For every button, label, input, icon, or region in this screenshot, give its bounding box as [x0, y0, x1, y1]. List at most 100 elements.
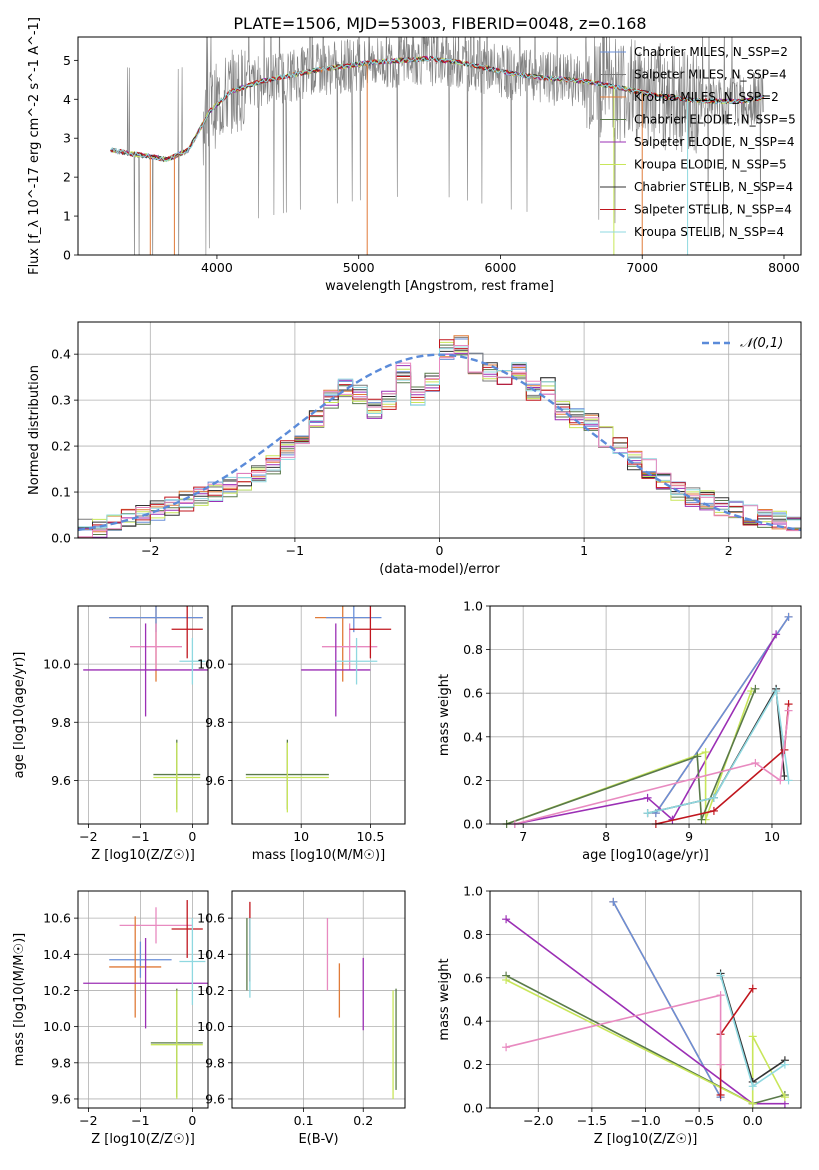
x-axis-label: Z [log10(Z/Z☉)]	[91, 1132, 195, 1147]
model-spectrum-line	[110, 56, 764, 162]
x-tick-label: 0.0	[743, 1113, 763, 1128]
legend-label: Chabrier ELODIE, N_SSP=5	[634, 113, 796, 127]
x-tick-label: −0.5	[684, 1113, 714, 1128]
mass-weight-plot-area	[502, 897, 789, 1108]
y-tick-label: 0.3	[51, 393, 71, 408]
histogram-step-line	[78, 345, 801, 538]
mass-weight-line	[506, 688, 757, 825]
y-tick-label: 0	[63, 248, 71, 263]
y-tick-label: 0.2	[463, 773, 483, 788]
x-tick-label: 0	[188, 829, 196, 844]
x-axis-label: wavelength [Angstrom, rest frame]	[325, 279, 554, 294]
y-tick-label: 0.4	[51, 347, 71, 362]
y-tick-label: 10.0	[43, 657, 71, 672]
x-axis-label: (data-model)/error	[379, 562, 500, 577]
mass-weight-line	[514, 710, 790, 825]
spectrum-panel: 4000 5000 6000 7000 8000 0 1 2 3 4 5 wavelength [An…	[27, 17, 802, 294]
y-axis-label: mass weight	[437, 674, 452, 756]
x-tick-label: 0	[188, 1113, 196, 1128]
axes-frame	[77, 321, 802, 539]
legend-label: Salpeter MILES, N_SSP=4	[634, 68, 787, 82]
y-tick-label: 0.6	[463, 970, 483, 985]
y-tick-label: 0.0	[463, 1101, 483, 1116]
x-tick-label: 7000	[626, 260, 658, 275]
x-axis-label: mass [log10(M/M☉)]	[252, 848, 385, 863]
normal-curve	[78, 353, 801, 532]
y-tick-label: 9.8	[51, 1055, 71, 1070]
y-tick-label: 10.4	[43, 947, 71, 962]
legend-label: Kroupa MILES, N_SSP=2	[634, 90, 779, 104]
y-axis-label: mass [log10(M/M☉)]	[12, 933, 27, 1066]
y-tick-label: 9.8	[51, 715, 71, 730]
x-tick-label: 10	[764, 829, 780, 844]
mass-weight-line	[514, 633, 777, 825]
y-tick-label: 1.0	[463, 599, 483, 614]
x-tick-label: 1	[580, 543, 588, 558]
legend-label: Kroupa ELODIE, N_SSP=5	[634, 158, 787, 172]
x-tick-label: −1.5	[577, 1113, 607, 1128]
y-tick-label: 9.8	[205, 715, 225, 730]
figure-title: PLATE=1506, MJD=53003, FIBERID=0048, z=0…	[233, 14, 646, 33]
axes-frame	[77, 36, 802, 256]
errorbar-plot-area	[83, 900, 208, 1099]
x-axis-label: Z [log10(Z/Z☉)]	[594, 1132, 698, 1147]
mass-weight-line	[612, 901, 722, 1098]
y-tick-label: 9.6	[205, 1091, 225, 1106]
y-tick-label: 0.2	[51, 439, 71, 454]
errorbar-plot-area	[245, 606, 392, 813]
mass-weight-plot-area	[502, 612, 793, 828]
y-tick-label: 10.0	[197, 1019, 225, 1034]
x-tick-label: 0.1	[294, 1113, 314, 1128]
x-tick-label: 5000	[343, 260, 375, 275]
x-tick-label: 2	[725, 543, 733, 558]
y-tick-label: 0.8	[463, 642, 483, 657]
legend-label: Chabrier MILES, N_SSP=2	[634, 45, 788, 59]
y-tick-label: 10.0	[43, 1019, 71, 1034]
mass-vs-Z-panel: −2 −1 0 9.6 9.8 10.0 10.2 10.4 10.6 Z [log10(Z/Z☉…	[12, 890, 209, 1147]
legend-label: Kroupa STELIB, N_SSP=4	[634, 225, 784, 239]
legend-label: Chabrier STELIB, N_SSP=4	[634, 180, 793, 194]
x-tick-label: −2	[79, 1113, 97, 1128]
x-tick-label: 6000	[485, 260, 517, 275]
model-spectrum-line	[110, 56, 765, 162]
y-tick-label: 3	[63, 131, 71, 146]
mass-weight-vs-age-panel: 7 8 9 10 0.0 0.2 0.4 0.6 0.8 1.0 age [log10(age/yr…	[437, 599, 802, 863]
y-tick-label: 5	[63, 53, 71, 68]
x-tick-label: −2.0	[523, 1113, 553, 1128]
x-tick-label: −2	[141, 543, 159, 558]
y-tick-label: 10.2	[43, 983, 71, 998]
x-tick-label: 7	[519, 829, 527, 844]
mass-weight-line	[505, 979, 786, 1105]
age-vs-Z-panel: −2 −1 0 9.6 9.8 10.0 Z [log10(Z/Z☉)] age [log10…	[12, 605, 209, 863]
y-tick-label: 4	[63, 92, 71, 107]
histogram-plot-area	[78, 335, 801, 538]
axes-frame	[231, 890, 406, 1109]
y-tick-label: 9.6	[51, 773, 71, 788]
y-tick-label: 1	[63, 209, 71, 224]
y-tick-label: 9.6	[51, 1091, 71, 1106]
y-tick-label: 2	[63, 170, 71, 185]
x-tick-label: 0	[436, 543, 444, 558]
x-tick-label: 8000	[768, 260, 800, 275]
y-tick-label: 10.4	[197, 947, 225, 962]
mass-weight-line	[655, 616, 790, 814]
x-tick-label: 4000	[201, 260, 233, 275]
axes-frame	[77, 605, 209, 825]
y-tick-label: 0.8	[463, 927, 483, 942]
y-tick-label: 10.2	[197, 983, 225, 998]
y-tick-label: 9.6	[205, 773, 225, 788]
y-tick-label: 9.8	[205, 1055, 225, 1070]
y-tick-label: 10.6	[43, 911, 71, 926]
axes-frame	[489, 605, 802, 825]
mass-weight-line	[647, 688, 790, 814]
spectrum-plot-area	[110, 37, 765, 255]
x-tick-label: −1	[131, 829, 149, 844]
y-axis-label: Normed distribution	[27, 365, 42, 495]
legend-label: Salpeter ELODIE, N_SSP=4	[634, 135, 795, 149]
mass-weight-vs-Z-panel: −2.0 −1.5 −1.0 −0.5 0.0 0.0 0.2 0.4 0.6 0.8 1.0 Z […	[437, 884, 802, 1147]
y-tick-label: 0.6	[463, 686, 483, 701]
y-axis-label: age [log10(age/yr)]	[12, 652, 27, 779]
x-tick-label: 0.2	[353, 1113, 373, 1128]
errorbar-plot-area	[246, 901, 397, 1099]
